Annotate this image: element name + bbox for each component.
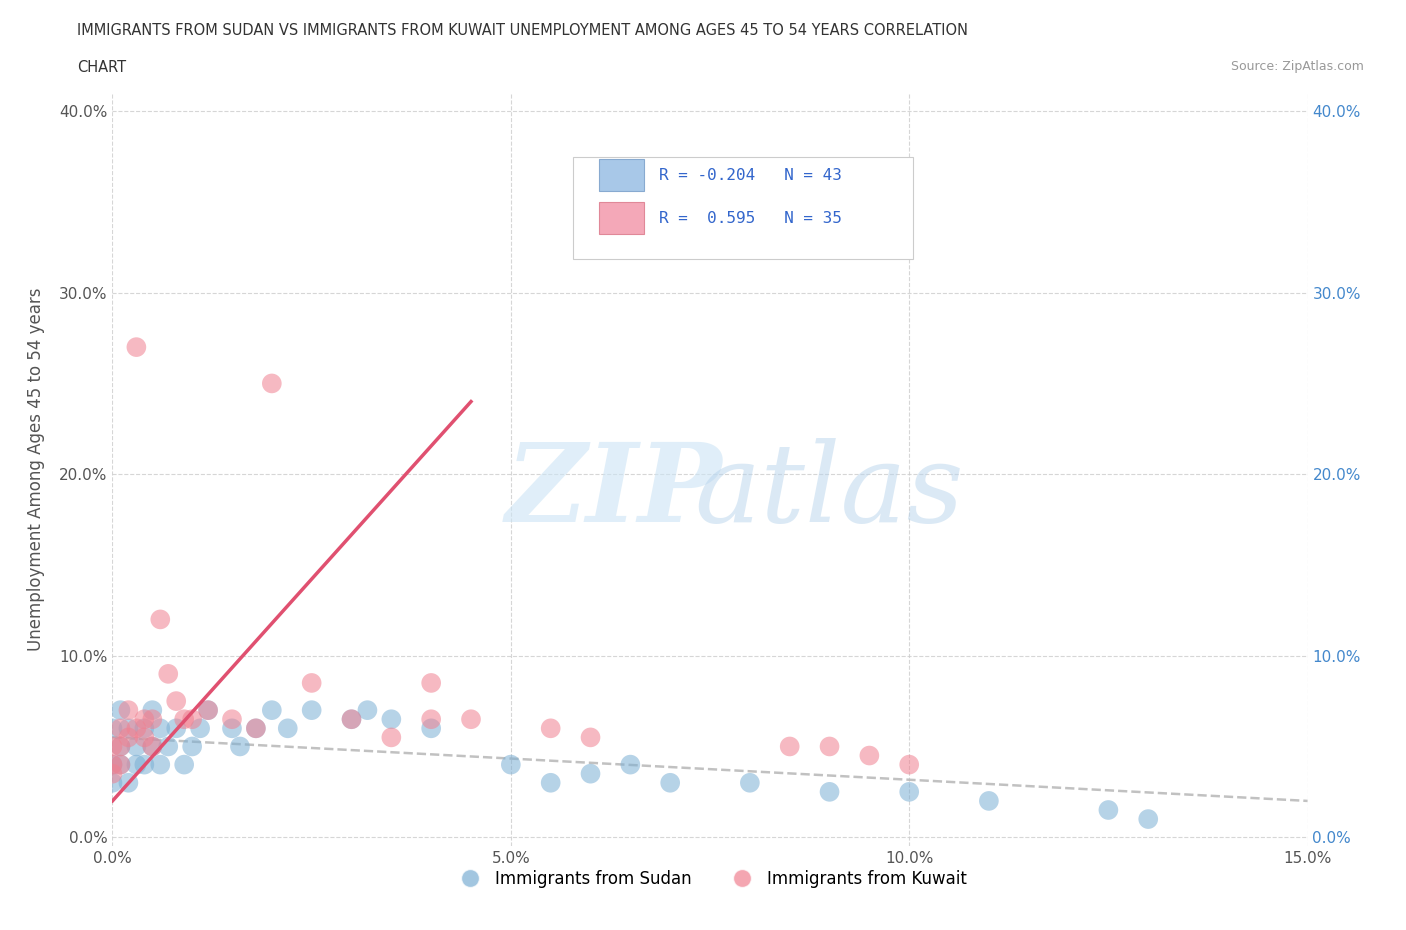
Point	[141, 739, 163, 754]
Point	[221, 721, 243, 736]
Point	[101, 766, 124, 781]
Point	[149, 612, 172, 627]
Text: R =  0.595   N = 35: R = 0.595 N = 35	[658, 210, 842, 226]
Point	[101, 739, 124, 754]
Point	[340, 711, 363, 726]
Point	[101, 757, 124, 772]
Point	[149, 757, 172, 772]
Point	[197, 703, 219, 718]
Bar	[599, 202, 644, 233]
Point	[134, 730, 156, 745]
Point	[779, 739, 801, 754]
Point	[245, 721, 267, 736]
Point	[157, 667, 180, 682]
Point	[260, 703, 283, 718]
Point	[858, 748, 880, 763]
Point	[125, 757, 148, 772]
Text: atlas: atlas	[695, 439, 965, 546]
FancyBboxPatch shape	[572, 157, 914, 259]
Point	[110, 757, 132, 772]
Point	[101, 776, 124, 790]
Point	[141, 739, 163, 754]
Point	[173, 711, 195, 726]
Point	[110, 739, 132, 754]
Point	[125, 721, 148, 736]
Y-axis label: Unemployment Among Ages 45 to 54 years: Unemployment Among Ages 45 to 54 years	[27, 288, 45, 651]
Point	[157, 739, 180, 754]
Point	[460, 711, 482, 726]
Point	[579, 730, 602, 745]
Point	[340, 711, 363, 726]
Point	[125, 339, 148, 354]
Point	[173, 757, 195, 772]
Point	[540, 776, 562, 790]
Point	[221, 711, 243, 726]
Text: CHART: CHART	[77, 60, 127, 75]
Point	[110, 757, 132, 772]
Legend: Immigrants from Sudan, Immigrants from Kuwait: Immigrants from Sudan, Immigrants from K…	[447, 863, 973, 895]
Point	[181, 711, 204, 726]
Point	[420, 711, 443, 726]
Point	[818, 784, 841, 799]
Point	[301, 703, 323, 718]
Point	[141, 711, 163, 726]
Point	[110, 721, 132, 736]
Point	[110, 703, 132, 718]
Point	[738, 776, 761, 790]
Text: ZIP: ZIP	[506, 439, 723, 546]
Point	[659, 776, 682, 790]
Text: R = -0.204   N = 43: R = -0.204 N = 43	[658, 167, 842, 182]
Point	[579, 766, 602, 781]
Point	[260, 376, 283, 391]
Point	[134, 721, 156, 736]
Point	[181, 739, 204, 754]
Point	[125, 739, 148, 754]
Point	[101, 721, 124, 736]
Point	[165, 721, 187, 736]
Text: Source: ZipAtlas.com: Source: ZipAtlas.com	[1230, 60, 1364, 73]
Point	[229, 739, 252, 754]
Bar	[599, 159, 644, 191]
Text: IMMIGRANTS FROM SUDAN VS IMMIGRANTS FROM KUWAIT UNEMPLOYMENT AMONG AGES 45 TO 54: IMMIGRANTS FROM SUDAN VS IMMIGRANTS FROM…	[77, 23, 969, 38]
Point	[1097, 803, 1119, 817]
Point	[110, 739, 132, 754]
Point	[134, 711, 156, 726]
Point	[499, 757, 522, 772]
Point	[898, 757, 921, 772]
Point	[380, 730, 402, 745]
Point	[898, 784, 921, 799]
Point	[141, 703, 163, 718]
Point	[380, 711, 402, 726]
Point	[540, 721, 562, 736]
Point	[977, 793, 1000, 808]
Point	[420, 721, 443, 736]
Point	[245, 721, 267, 736]
Point	[117, 703, 139, 718]
Point	[301, 675, 323, 690]
Point	[117, 776, 139, 790]
Point	[818, 739, 841, 754]
Point	[134, 757, 156, 772]
Point	[149, 721, 172, 736]
Point	[277, 721, 299, 736]
Point	[619, 757, 641, 772]
Point	[1137, 812, 1160, 827]
Point	[188, 721, 211, 736]
Point	[117, 730, 139, 745]
Point	[165, 694, 187, 709]
Point	[117, 721, 139, 736]
Point	[197, 703, 219, 718]
Point	[356, 703, 378, 718]
Point	[101, 757, 124, 772]
Point	[420, 675, 443, 690]
